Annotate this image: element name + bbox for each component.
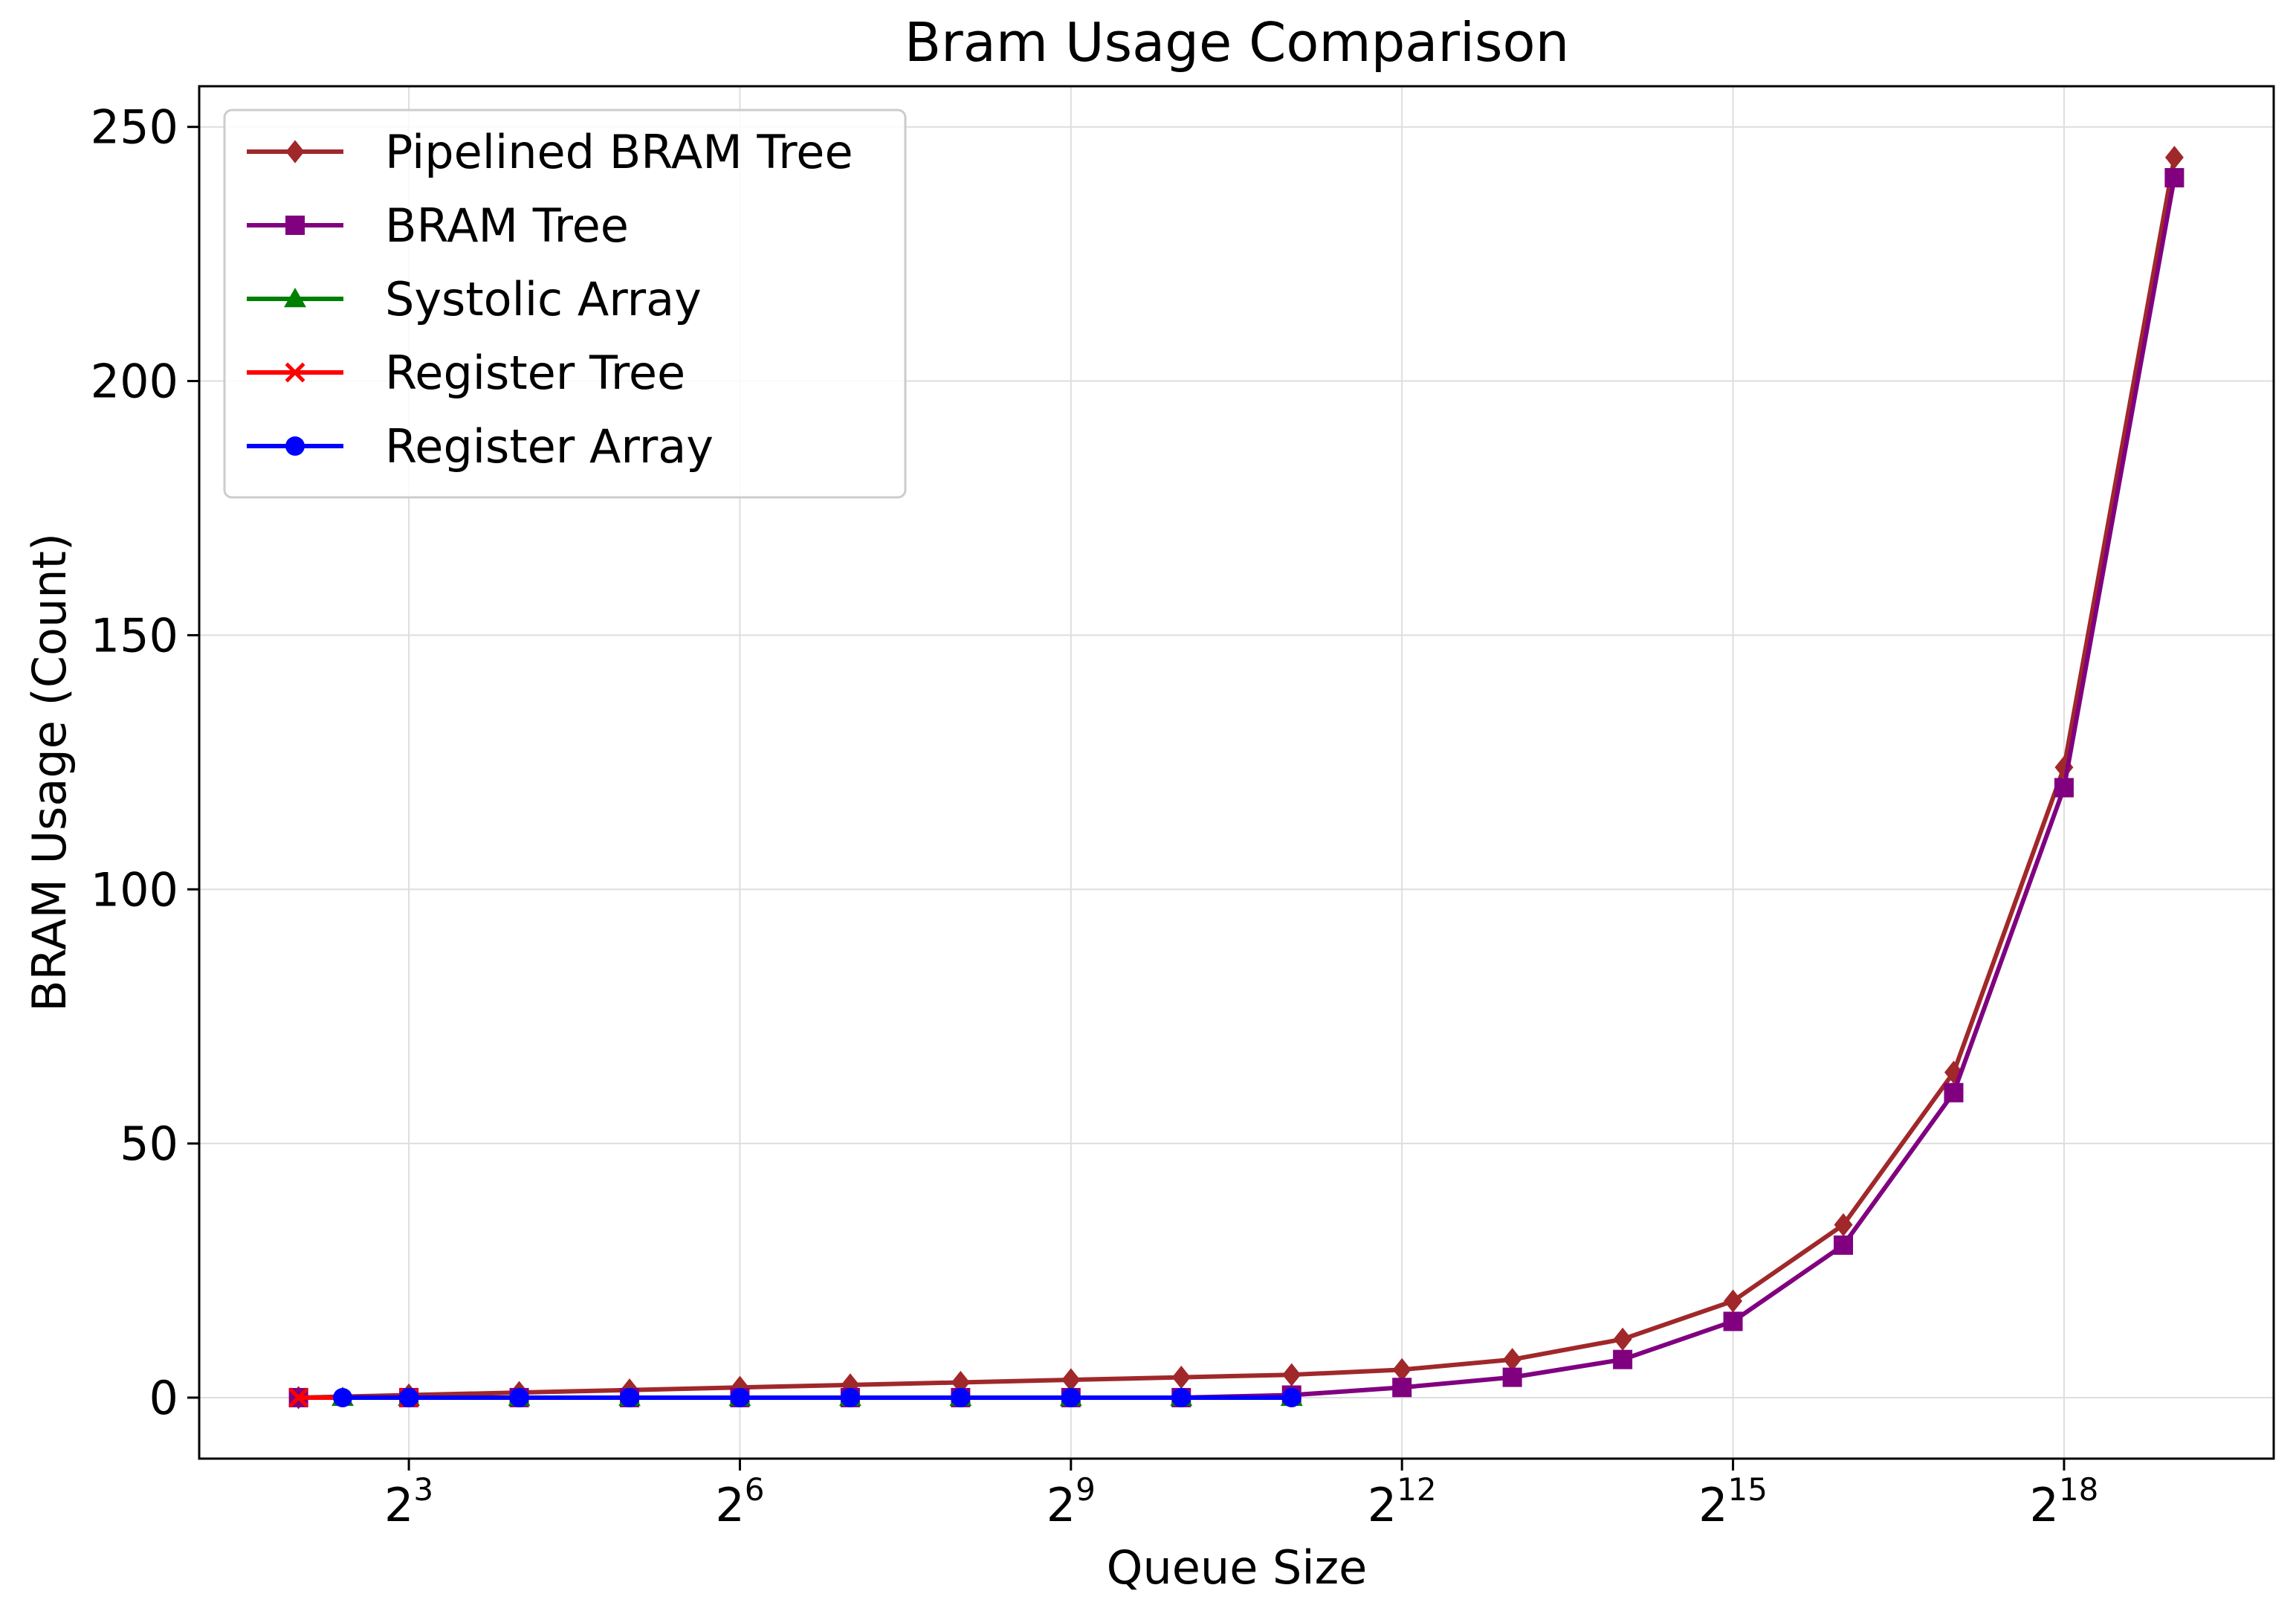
x-tick-label-exponent: 18: [2059, 1471, 2098, 1508]
x-tick-label: 29: [1047, 1471, 1096, 1532]
data-point-bram-tree: [2164, 168, 2185, 188]
legend-marker: [285, 362, 305, 383]
x-tick-label-base: 2: [715, 1478, 744, 1532]
data-point-bram-tree: [1392, 1378, 1412, 1398]
y-tick-label: 250: [91, 100, 178, 155]
data-point-register-array: [399, 1387, 419, 1407]
x-tick-label-exponent: 15: [1728, 1471, 1768, 1508]
x-tick-label-base: 2: [384, 1478, 413, 1532]
legend-label: Register Tree: [385, 346, 685, 400]
data-point-bram-tree: [1723, 1311, 1743, 1331]
x-tick-label-exponent: 9: [1076, 1471, 1096, 1508]
x-tick-label-base: 2: [1368, 1478, 1397, 1532]
data-point-register-array: [1281, 1387, 1301, 1407]
x-tick-label-exponent: 6: [745, 1471, 765, 1508]
legend-label: Pipelined BRAM Tree: [385, 125, 853, 179]
legend-entry-register-array: Register Array: [247, 419, 714, 474]
legend-marker: [285, 216, 305, 235]
y-tick-label: 50: [120, 1117, 178, 1171]
data-point-pipelined-bram-tree: [2164, 146, 2184, 170]
data-point-pipelined-bram-tree: [1282, 1363, 1301, 1387]
chart-title: Bram Usage Comparison: [905, 11, 1569, 74]
legend-marker: [285, 436, 305, 456]
series-register-array: [332, 1387, 1301, 1407]
data-point-pipelined-bram-tree: [1613, 1327, 1632, 1351]
y-tick-label: 200: [91, 355, 178, 409]
data-point-pipelined-bram-tree: [1503, 1348, 1522, 1372]
x-tick-label-base: 2: [2029, 1478, 2058, 1532]
data-point-register-tree: [288, 1387, 309, 1408]
y-axis: 0 50 100 150 200 250: [91, 100, 199, 1425]
data-point-register-array: [332, 1387, 352, 1407]
data-point-register-array: [1171, 1387, 1191, 1407]
legend-entry-bram-tree: BRAM Tree: [247, 198, 629, 253]
data-point-bram-tree: [1502, 1367, 1522, 1387]
x-tick-label: 26: [715, 1471, 764, 1532]
y-tick-label: 0: [149, 1371, 178, 1425]
legend: Pipelined BRAM Tree BRAM Tree Systolic Arr…: [223, 109, 907, 499]
legend-entry-systolic-array: Systolic Array: [247, 272, 702, 326]
legend-label: BRAM Tree: [385, 198, 629, 253]
data-point-pipelined-bram-tree: [1171, 1366, 1191, 1389]
legend-marker: [284, 288, 306, 308]
data-point-register-array: [509, 1387, 529, 1407]
y-tick-label: 100: [91, 862, 178, 917]
legend-label: Systolic Array: [385, 272, 702, 326]
x-tick-label: 218: [2029, 1471, 2098, 1532]
y-axis-label: BRAM Usage (Count): [22, 533, 77, 1012]
plot-series: [288, 146, 2185, 1410]
x-tick-label-base: 2: [1047, 1478, 1076, 1532]
data-point-register-array: [840, 1387, 860, 1407]
data-point-register-array: [619, 1387, 639, 1407]
x-tick-label: 23: [384, 1471, 433, 1532]
x-tick-label: 212: [1368, 1471, 1437, 1532]
data-point-bram-tree: [1613, 1349, 1633, 1369]
plot-frame: [198, 85, 2275, 1460]
legend-entry-pipelined-bram-tree: Pipelined BRAM Tree: [247, 125, 853, 179]
legend-box: [223, 109, 907, 499]
data-point-register-array: [1061, 1387, 1081, 1407]
x-tick-label: 215: [1698, 1471, 1768, 1532]
x-axis-label: Queue Size: [1107, 1540, 1368, 1595]
x-tick-label-base: 2: [1698, 1478, 1727, 1532]
grid: [199, 86, 2274, 1459]
series-line-pipelined-bram-tree: [298, 157, 2177, 1400]
data-point-pipelined-bram-tree: [1724, 1289, 1743, 1313]
data-point-register-array: [951, 1387, 971, 1407]
data-point-pipelined-bram-tree: [1392, 1358, 1411, 1381]
data-point-pipelined-bram-tree: [1061, 1368, 1081, 1392]
data-point-bram-tree: [1834, 1235, 1854, 1255]
y-tick-label: 150: [91, 608, 178, 662]
x-tick-label-exponent: 12: [1397, 1471, 1436, 1508]
legend-entry-register-tree: Register Tree: [247, 346, 685, 400]
x-axis: 23 26 29 212 215 218: [384, 1459, 2098, 1532]
data-point-bram-tree: [2054, 778, 2074, 798]
data-point-register-array: [730, 1387, 750, 1407]
legend-marker: [285, 140, 305, 164]
legend-label: Register Array: [385, 419, 714, 474]
data-point-bram-tree: [1944, 1082, 1964, 1103]
x-tick-label-exponent: 3: [413, 1471, 433, 1508]
data-point-pipelined-bram-tree: [1834, 1213, 1853, 1237]
